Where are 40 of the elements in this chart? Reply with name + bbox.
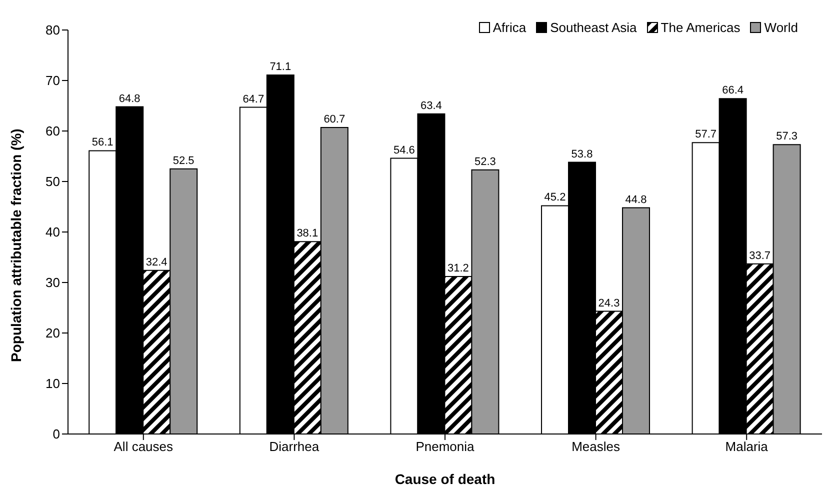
data-label: 63.4 bbox=[420, 100, 442, 112]
y-tick-label: 80 bbox=[46, 22, 60, 38]
data-label: 66.4 bbox=[722, 84, 744, 97]
y-tick-label: 0 bbox=[52, 426, 60, 442]
data-label: 45.2 bbox=[544, 192, 566, 204]
y-tick-label: 40 bbox=[46, 224, 60, 240]
data-label: 54.6 bbox=[394, 144, 415, 156]
data-label: 38.1 bbox=[296, 228, 318, 240]
y-tick-label: 50 bbox=[46, 174, 60, 190]
data-label: 57.7 bbox=[695, 128, 717, 141]
y-tick-label: 60 bbox=[46, 124, 60, 139]
y-tick-label: 10 bbox=[46, 376, 60, 392]
x-tick-label: Malaria bbox=[725, 439, 769, 454]
legend-label: The Americas bbox=[660, 20, 740, 35]
y-axis-title: Population attributable fraction (%) bbox=[8, 128, 24, 362]
data-label: 53.8 bbox=[571, 148, 593, 160]
data-label: 44.8 bbox=[625, 194, 647, 206]
y-tick-label: 20 bbox=[46, 326, 60, 341]
x-tick-label: Pnemonia bbox=[416, 439, 476, 454]
legend-label: Southeast Asia bbox=[550, 20, 637, 35]
legend-label: Africa bbox=[492, 20, 526, 35]
data-label: 24.3 bbox=[598, 297, 620, 310]
x-axis-title: Cause of death bbox=[394, 471, 496, 487]
y-tick-label: 30 bbox=[46, 275, 60, 290]
data-label: 57.3 bbox=[776, 130, 798, 143]
data-label: 31.2 bbox=[448, 262, 469, 274]
data-label: 60.7 bbox=[324, 113, 346, 126]
data-label: 32.4 bbox=[146, 256, 168, 268]
data-label: 56.1 bbox=[92, 136, 114, 149]
y-tick-label: 70 bbox=[46, 73, 60, 88]
x-tick-label: Measles bbox=[572, 439, 620, 454]
legend-label: World bbox=[764, 20, 798, 35]
data-label: 33.7 bbox=[749, 250, 771, 262]
data-label: 64.8 bbox=[118, 92, 140, 105]
x-tick-label: Diarrhea bbox=[269, 439, 320, 454]
x-tick-label: All causes bbox=[114, 439, 174, 454]
data-label: 71.1 bbox=[270, 60, 292, 73]
data-label: 52.5 bbox=[172, 154, 194, 167]
data-label: 52.3 bbox=[474, 156, 496, 168]
data-label: 64.7 bbox=[242, 93, 264, 106]
